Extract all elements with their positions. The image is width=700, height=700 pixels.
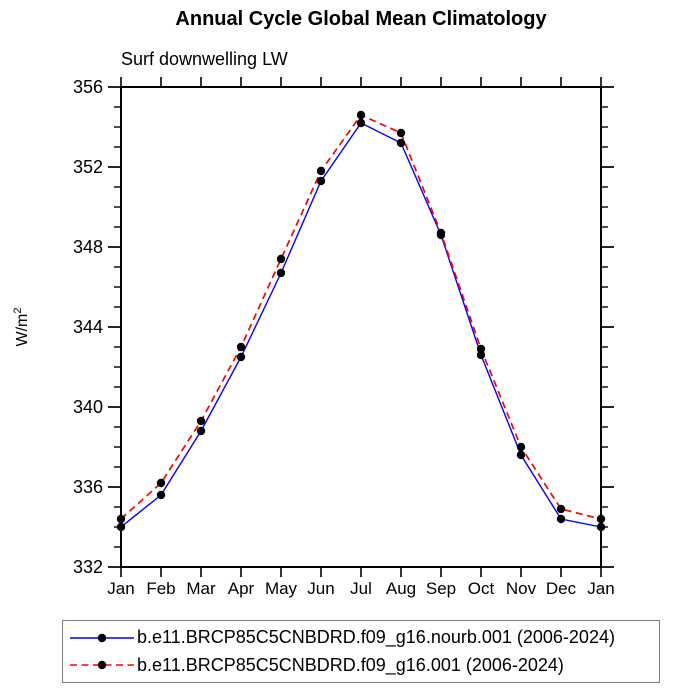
legend: b.e11.BRCP85C5CNBDRD.f09_g16.nourb.001 (… [62, 620, 660, 683]
y-tick-label: 352 [73, 157, 103, 177]
legend-line-sample-blue [70, 633, 134, 642]
data-point-s1-Jan [116, 514, 126, 524]
data-point-s1-Aug [396, 128, 406, 138]
data-point-s1-Feb [156, 478, 166, 488]
data-point-s0-Feb [156, 490, 166, 500]
data-point-s1-Apr [236, 342, 246, 352]
data-point-s1-Jun [316, 166, 326, 176]
data-point-s0-Dec [556, 514, 566, 524]
data-point-s0-Aug [396, 138, 406, 148]
y-tick-label: 348 [73, 237, 103, 257]
data-point-s1-Mar [196, 416, 206, 426]
legend-label: b.e11.BRCP85C5CNBDRD.f09_g16.001 (2006-2… [137, 654, 564, 675]
x-tick-label: Aug [386, 579, 416, 598]
y-tick-label: 332 [73, 557, 103, 577]
data-point-s1-Dec [556, 504, 566, 514]
data-point-s0-Jan [596, 522, 606, 532]
x-tick-label: Dec [546, 579, 577, 598]
x-tick-label: May [265, 579, 298, 598]
chart-subtitle: Surf downwelling LW [121, 49, 288, 69]
legend-marker-dot [97, 633, 107, 642]
series-line-1 [120, 113, 602, 520]
data-point-s0-Nov [516, 450, 526, 460]
data-point-s1-Jul [356, 110, 366, 120]
legend-marker-dot [97, 661, 107, 670]
series-line-0 [120, 122, 602, 528]
data-point-s0-Mar [196, 426, 206, 436]
y-tick-label: 340 [73, 397, 103, 417]
data-point-s1-May [276, 254, 286, 264]
data-point-s0-Apr [236, 352, 246, 362]
plot-frame [120, 86, 602, 568]
x-tick-label: Mar [186, 579, 216, 598]
data-point-s0-Jun [316, 176, 326, 186]
y-tick-label: 356 [73, 77, 103, 97]
data-point-s0-May [276, 268, 286, 278]
y-tick-label: 336 [73, 477, 103, 497]
x-tick-label: Jun [307, 579, 334, 598]
legend-label: b.e11.BRCP85C5CNBDRD.f09_g16.nourb.001 (… [137, 627, 615, 648]
legend-item-series-0: b.e11.BRCP85C5CNBDRD.f09_g16.nourb.001 (… [67, 625, 659, 651]
x-tick-label: Oct [468, 579, 495, 598]
data-point-s1-Oct [476, 344, 486, 354]
chart-title: Annual Cycle Global Mean Climatology [175, 8, 547, 30]
x-tick-label: Apr [228, 579, 255, 598]
data-point-s0-Oct [476, 350, 486, 360]
legend-item-series-1: b.e11.BRCP85C5CNBDRD.f09_g16.001 (2006-2… [67, 652, 659, 678]
x-tick-label: Jul [350, 579, 372, 598]
x-tick-label: Nov [506, 579, 537, 598]
x-tick-label: Feb [146, 579, 175, 598]
x-tick-label: Jan [587, 579, 614, 598]
x-tick-label: Jan [107, 579, 134, 598]
y-tick-label: 344 [73, 317, 103, 337]
data-point-s1-Sep [436, 228, 446, 238]
data-point-s1-Jan [596, 514, 606, 524]
data-point-s0-Jul [356, 118, 366, 128]
data-point-s0-Jan [116, 522, 126, 532]
x-tick-label: Sep [426, 579, 456, 598]
legend-line-sample-red [70, 661, 134, 670]
data-point-s1-Nov [516, 442, 526, 452]
